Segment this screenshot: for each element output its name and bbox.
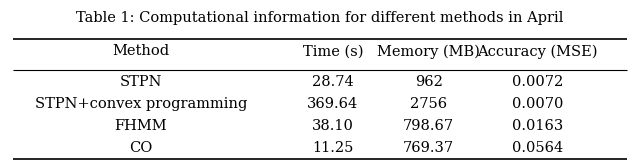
- Text: STPN+convex programming: STPN+convex programming: [35, 97, 247, 111]
- Text: 798.67: 798.67: [403, 119, 454, 133]
- Text: 369.64: 369.64: [307, 97, 358, 111]
- Text: 38.10: 38.10: [312, 119, 354, 133]
- Text: 11.25: 11.25: [312, 141, 353, 155]
- Text: 0.0070: 0.0070: [512, 97, 563, 111]
- Text: 28.74: 28.74: [312, 75, 354, 88]
- Text: 0.0163: 0.0163: [512, 119, 563, 133]
- Text: STPN: STPN: [120, 75, 162, 88]
- Text: Time (s): Time (s): [303, 44, 363, 58]
- Text: Memory (MB): Memory (MB): [378, 44, 480, 59]
- Text: Method: Method: [112, 44, 170, 58]
- Text: Accuracy (MSE): Accuracy (MSE): [477, 44, 598, 59]
- Text: 962: 962: [415, 75, 443, 88]
- Text: 769.37: 769.37: [403, 141, 454, 155]
- Text: CO: CO: [129, 141, 152, 155]
- Text: Table 1: Computational information for different methods in April: Table 1: Computational information for d…: [76, 11, 564, 25]
- Text: 0.0564: 0.0564: [512, 141, 563, 155]
- Text: 2756: 2756: [410, 97, 447, 111]
- Text: FHMM: FHMM: [115, 119, 167, 133]
- Text: 0.0072: 0.0072: [512, 75, 563, 88]
